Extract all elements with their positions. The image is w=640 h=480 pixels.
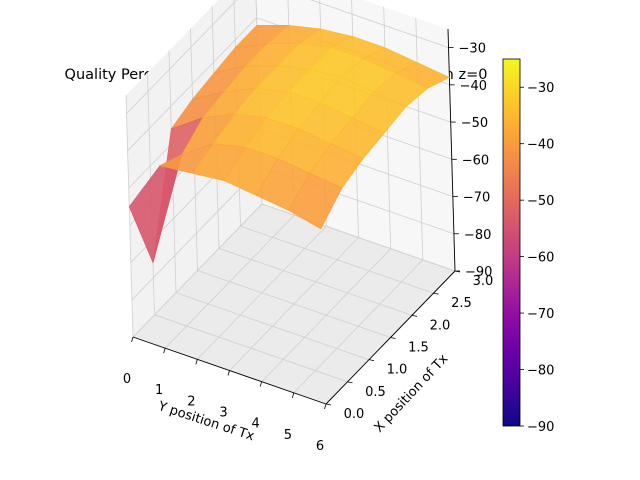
z-tick-label: −90 — [465, 265, 492, 280]
y-tick — [411, 314, 418, 317]
colorbar-tick-label: −30 — [527, 81, 554, 96]
z-tick-label: −60 — [462, 153, 489, 168]
y-tick-label: 0.5 — [365, 385, 386, 400]
y-tick-label: 0.0 — [344, 407, 365, 422]
colorbar-tick-label: −90 — [527, 420, 554, 435]
surface-patch — [288, 172, 343, 230]
colorbar-tick-label: −40 — [527, 138, 554, 153]
x-tick-label: 4 — [252, 417, 260, 432]
x-tick — [259, 381, 263, 387]
z-tick-label: −50 — [461, 116, 488, 131]
y-tick — [433, 292, 439, 295]
colorbar-tick-label: −80 — [527, 364, 554, 379]
y-tick-label: 2.5 — [451, 296, 472, 311]
y-tick — [347, 381, 353, 384]
colorbar: −30 −40 −50 −60 −70 −80 −90 — [502, 58, 554, 435]
z-tick-label: −80 — [464, 228, 491, 243]
x-tick — [324, 403, 327, 410]
x-tick — [163, 348, 166, 354]
x-tick-label: 0 — [123, 372, 131, 387]
z-tick-label: −30 — [459, 42, 486, 57]
y-tick-label: 2.0 — [430, 318, 451, 333]
colorbar-tick-label: −60 — [527, 251, 554, 266]
y-tick-label: 3.0 — [473, 274, 494, 289]
axes-3d: 0 1 2 3 4 5 6 0.00.51.01.52.02.53.0 −30 −40 −50 −60… — [123, 0, 493, 454]
colorbar-tick-label: −50 — [527, 194, 554, 209]
x-tick — [131, 336, 134, 343]
x-tick-label: 2 — [187, 394, 195, 409]
x-tick-label: 5 — [284, 428, 292, 443]
y-tick-label: 1.0 — [387, 363, 408, 378]
colorbar-bar — [502, 58, 521, 427]
x-tick — [195, 359, 198, 365]
grid-line — [132, 203, 456, 338]
y-tick — [390, 337, 396, 339]
x-tick — [291, 392, 295, 398]
y-tick-label: 1.5 — [408, 341, 429, 356]
z-axis-line — [447, 28, 456, 272]
x-axis-label: Y position of Tx — [155, 399, 256, 445]
z-tick-label: −70 — [463, 191, 490, 206]
y-tick — [325, 403, 332, 406]
x-tick-label: 6 — [316, 439, 324, 454]
y-tick — [368, 359, 375, 362]
grid-line — [126, 0, 449, 114]
colorbar-tick-label: −70 — [527, 307, 554, 322]
x-tick-label: 1 — [155, 383, 163, 398]
x-tick-label: 3 — [219, 406, 227, 421]
x-tick — [227, 370, 230, 376]
z-tick-label: −40 — [460, 79, 487, 94]
